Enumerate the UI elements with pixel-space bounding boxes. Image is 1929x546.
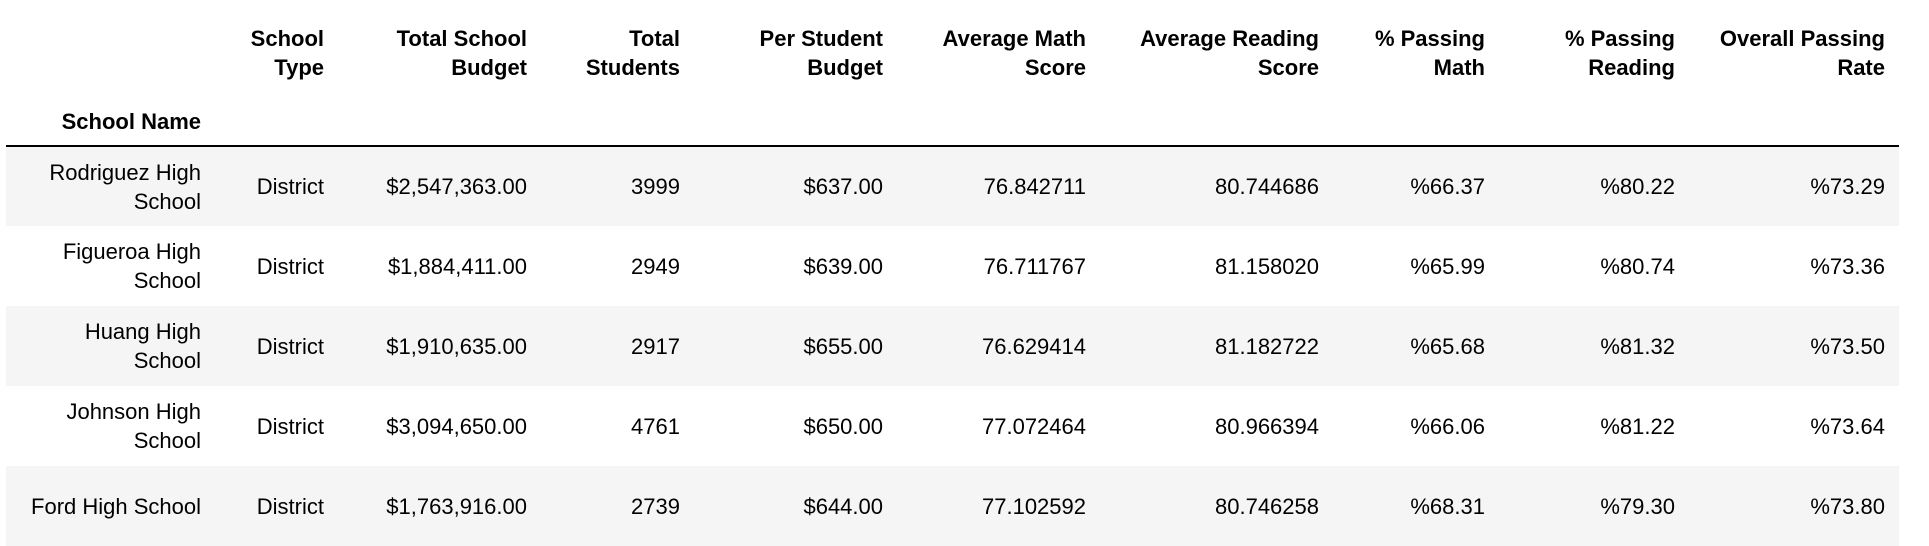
total-budget-cell: $1,884,411.00	[387, 253, 527, 279]
total-budget-cell: $1,763,916.00	[386, 493, 527, 519]
passing-math-cell: %68.31	[1410, 493, 1485, 519]
avg-math-score-cell: 76.711767	[983, 253, 1086, 279]
total-students-cell: 2949	[631, 253, 680, 279]
index-header-school-name: School Name	[61, 109, 201, 134]
passing-reading-cell: %81.32	[1600, 333, 1675, 359]
index-corner-cell	[6, 20, 215, 92]
avg-reading-score-cell: 80.746258	[1215, 493, 1319, 519]
passing-reading-cell: %80.22	[1600, 174, 1675, 199]
school-type-cell: District	[256, 253, 324, 279]
overall-passing-rate-cell: %73.50	[1810, 333, 1885, 359]
school-name-cell: Johnson High School	[66, 399, 201, 453]
avg-math-score-cell: 76.629414	[982, 333, 1086, 359]
avg-reading-score-cell: 81.158020	[1215, 253, 1319, 279]
overall-passing-rate-cell: %73.29	[1810, 174, 1885, 199]
school-name-cell: Huang High School	[84, 319, 201, 373]
col-header-passing-math: % Passing Math	[1374, 26, 1485, 80]
avg-reading-score-cell: 81.182722	[1215, 333, 1319, 359]
total-students-cell: 3999	[631, 174, 680, 199]
total-students-cell: 2917	[631, 333, 680, 359]
column-header-row: School Type Total School Budget Total St…	[6, 20, 1899, 92]
school-name-cell: Ford High School	[31, 493, 201, 519]
table-row: Figueroa High School District $1,884,411…	[6, 226, 1899, 306]
total-budget-cell: $2,547,363.00	[386, 174, 527, 199]
passing-reading-cell: %79.30	[1600, 493, 1675, 519]
passing-math-cell: %65.99	[1410, 253, 1485, 279]
index-header-spacer	[897, 92, 1100, 146]
passing-math-cell: %65.68	[1410, 333, 1485, 359]
avg-math-score-cell: 77.072464	[982, 413, 1086, 439]
per-student-budget-cell: $655.00	[803, 333, 883, 359]
total-budget-cell: $1,910,635.00	[386, 333, 527, 359]
per-student-budget-cell: $637.00	[803, 174, 883, 199]
school-type-cell: District	[256, 413, 324, 439]
index-header-spacer	[215, 92, 338, 146]
per-student-budget-cell: $644.00	[803, 493, 883, 519]
school-type-cell: District	[256, 174, 324, 199]
index-header-spacer	[1689, 92, 1899, 146]
col-header-total-school-budget: Total School Budget	[396, 26, 527, 80]
index-header-spacer	[694, 92, 897, 146]
col-header-average-math-score: Average Math Score	[942, 26, 1086, 80]
passing-math-cell: %66.06	[1410, 413, 1485, 439]
avg-math-score-cell: 77.102592	[982, 493, 1086, 519]
avg-math-score-cell: 76.842711	[983, 174, 1086, 199]
overall-passing-rate-cell: %73.64	[1810, 413, 1885, 439]
col-header-per-student-budget: Per Student Budget	[759, 26, 883, 80]
index-header-spacer	[338, 92, 541, 146]
avg-reading-score-cell: 80.744686	[1215, 174, 1319, 199]
school-name-cell: Rodriguez High School	[49, 159, 201, 214]
table-row: Rodriguez High School District $2,547,36…	[6, 146, 1899, 226]
table-body: Rodriguez High School District $2,547,36…	[6, 146, 1899, 546]
index-header-spacer	[1333, 92, 1499, 146]
table-row: Huang High School District $1,910,635.00…	[6, 306, 1899, 386]
total-budget-cell: $3,094,650.00	[386, 413, 527, 439]
school-type-cell: District	[256, 493, 324, 519]
avg-reading-score-cell: 80.966394	[1215, 413, 1319, 439]
passing-reading-cell: %81.22	[1600, 413, 1675, 439]
per-student-budget-cell: $639.00	[803, 253, 883, 279]
index-header-row: School Name	[6, 92, 1899, 146]
total-students-cell: 2739	[631, 493, 680, 519]
school-type-cell: District	[256, 333, 324, 359]
index-header-spacer	[1100, 92, 1333, 146]
total-students-cell: 4761	[631, 413, 680, 439]
overall-passing-rate-cell: %73.80	[1810, 493, 1885, 519]
col-header-overall-passing-rate: Overall Passing Rate	[1719, 26, 1885, 80]
passing-math-cell: %66.37	[1410, 174, 1485, 199]
school-summary-table: School Type Total School Budget Total St…	[6, 20, 1899, 546]
school-name-cell: Figueroa High School	[62, 239, 201, 293]
passing-reading-cell: %80.74	[1600, 253, 1675, 279]
index-header-spacer	[541, 92, 694, 146]
table-header: School Type Total School Budget Total St…	[6, 20, 1899, 146]
overall-passing-rate-cell: %73.36	[1810, 253, 1885, 279]
col-header-total-students: Total Students	[585, 26, 680, 80]
table-row: Johnson High School District $3,094,650.…	[6, 386, 1899, 466]
col-header-school-type: School Type	[250, 26, 324, 80]
col-header-passing-reading: % Passing Reading	[1564, 26, 1675, 80]
col-header-average-reading-score: Average Reading Score	[1140, 26, 1319, 80]
per-student-budget-cell: $650.00	[803, 413, 883, 439]
index-header-spacer	[1499, 92, 1689, 146]
table-row: Ford High School District $1,763,916.00 …	[6, 466, 1899, 546]
